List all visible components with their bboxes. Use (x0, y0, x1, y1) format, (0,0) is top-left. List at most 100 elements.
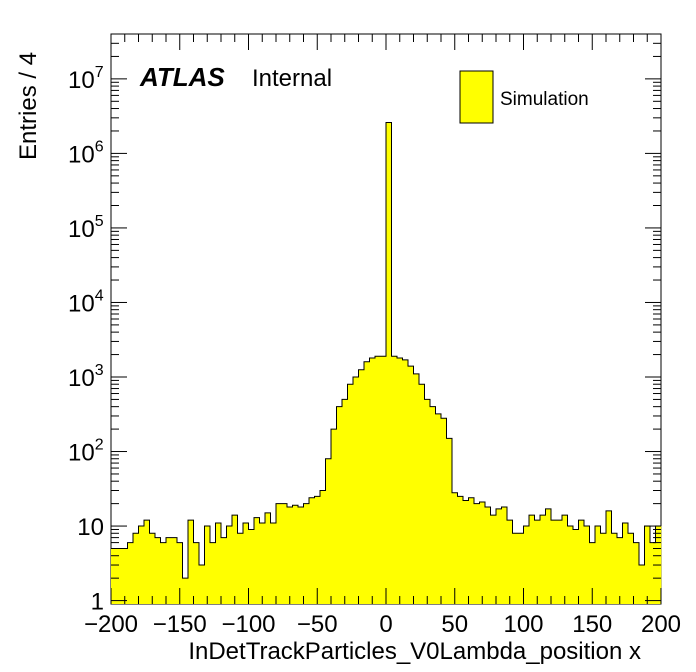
histogram-bin (166, 537, 172, 604)
histogram-bin (518, 533, 524, 604)
histogram-bin (617, 537, 623, 604)
histogram-bin (606, 510, 612, 604)
histogram-bin (303, 503, 310, 604)
histogram-bin (177, 542, 183, 604)
histogram-bin (650, 542, 656, 604)
histogram-bin (397, 357, 403, 604)
histogram-bin (221, 537, 227, 604)
histogram-bin (507, 520, 513, 604)
x-tick-label: −150 (153, 611, 207, 638)
x-tick-label: 100 (503, 611, 543, 638)
histogram-bin (485, 507, 491, 604)
histogram-bin (320, 490, 326, 604)
histogram-bin (556, 520, 563, 604)
histogram-bin (567, 526, 574, 604)
histogram-bin (160, 542, 167, 604)
histogram-bin (545, 508, 552, 604)
histogram-bin (331, 429, 337, 604)
histogram-bin (468, 497, 475, 604)
histogram-bin (133, 533, 139, 604)
histogram-bin (287, 507, 293, 604)
histogram-bin (210, 542, 216, 604)
histogram-bin (342, 399, 348, 604)
histogram-bin (633, 542, 640, 604)
y-tick-label: 107 (68, 64, 104, 94)
histogram-bin (149, 533, 156, 604)
x-tick-label: −100 (221, 611, 275, 638)
histogram-bin (534, 520, 541, 604)
histogram-bin (127, 542, 134, 604)
y-tick-label: 103 (68, 362, 104, 392)
histogram-bin (611, 533, 618, 604)
histogram-bin (402, 359, 409, 604)
histogram-bin (226, 526, 233, 604)
legend-entry: Simulation (500, 89, 589, 110)
histogram-bin (391, 356, 398, 604)
histogram-bin (446, 438, 453, 604)
histogram-bin (413, 373, 420, 604)
x-tick-labels: −200 −150 −100 −50 0 50 100 150 200 (84, 611, 681, 638)
x-tick-label: 200 (641, 611, 681, 638)
histogram-bin (325, 458, 332, 604)
y-tick-label: 102 (68, 437, 104, 467)
histogram-bin (600, 533, 607, 604)
histogram-bin (430, 406, 436, 604)
histogram-bin (490, 515, 497, 604)
histogram-bin (496, 508, 502, 604)
y-tick-label: 106 (68, 138, 104, 168)
histogram-bin (243, 522, 249, 604)
histogram-bin (474, 503, 480, 604)
histogram-bin (199, 565, 205, 604)
histogram-bin (265, 512, 271, 604)
histogram-bin (193, 542, 200, 604)
histogram-bin (111, 548, 117, 604)
histogram-bin (589, 542, 596, 604)
histogram-bin (292, 505, 299, 604)
x-tick-label: 50 (441, 611, 468, 638)
histogram-bin (457, 496, 464, 604)
histogram-bin (584, 526, 590, 604)
atlas-sublabel: Internal (252, 65, 332, 92)
axis-ticks (110, 33, 662, 604)
histogram-bin (375, 356, 381, 604)
histogram-bin (595, 526, 601, 604)
histogram-bin (188, 520, 194, 604)
y-tick-label: 1 (91, 589, 104, 616)
histogram-bin (540, 515, 546, 604)
histogram-bin (122, 548, 128, 604)
y-tick-labels: 1 10 102 103 104 105 106 107 (68, 64, 104, 616)
histogram-bin (364, 361, 370, 604)
x-axis-label: InDetTrackParticles_V0Lambda_position x (188, 638, 641, 665)
histogram-bin (441, 418, 447, 604)
histogram-bars (111, 122, 662, 604)
y-tick-label: 105 (68, 213, 104, 243)
histogram-bin (298, 507, 304, 604)
histogram-bin (419, 384, 425, 604)
histogram-bin (501, 507, 508, 604)
histogram-bin (408, 366, 414, 604)
histogram-bin (424, 399, 431, 604)
histogram-bin (248, 529, 255, 604)
histogram-bin (171, 537, 178, 604)
histogram-bin (512, 533, 519, 604)
histogram-bin (578, 520, 585, 604)
histogram-bin (386, 122, 392, 604)
y-axis-label: Entries / 4 (15, 52, 42, 160)
histogram-bin (523, 526, 530, 604)
histogram-bin (452, 492, 458, 604)
histogram-bin (270, 522, 277, 604)
histogram-bin (573, 529, 579, 604)
legend-swatch (459, 70, 494, 124)
histogram-bin (628, 533, 634, 604)
histogram-bin (358, 369, 365, 604)
histogram-bin (276, 503, 282, 604)
histogram-bin (204, 526, 211, 604)
histogram-bin (347, 384, 354, 604)
histogram-bin (380, 356, 387, 604)
histogram-bin (529, 515, 535, 604)
histogram-bin (155, 537, 161, 604)
y-tick-label: 104 (68, 287, 104, 317)
histogram-bin (463, 500, 469, 604)
histogram-bin (639, 565, 645, 604)
